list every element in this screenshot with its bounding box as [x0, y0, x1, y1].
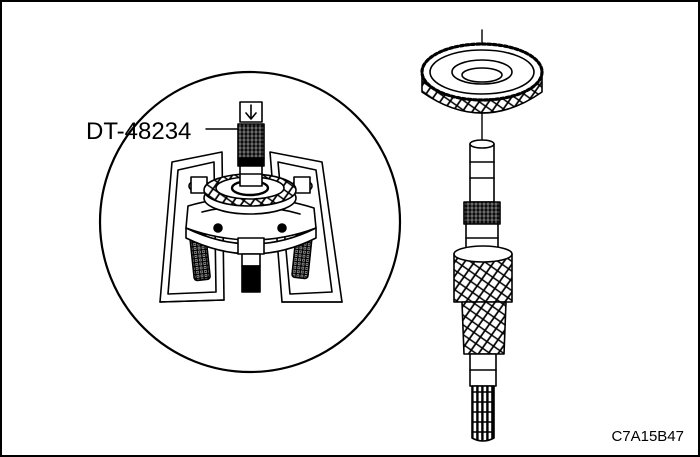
tool-label: DT-48234 [86, 118, 192, 145]
main-shaft [453, 139, 513, 442]
exploded-view [420, 29, 544, 442]
figure-code: C7A15B47 [611, 428, 684, 445]
detail-view [98, 70, 402, 374]
separator-bolts [188, 176, 313, 282]
helical-gear [420, 42, 544, 114]
tool-column [237, 123, 265, 293]
gear-on-shaft [203, 173, 297, 215]
down-arrow-icon [239, 101, 263, 123]
